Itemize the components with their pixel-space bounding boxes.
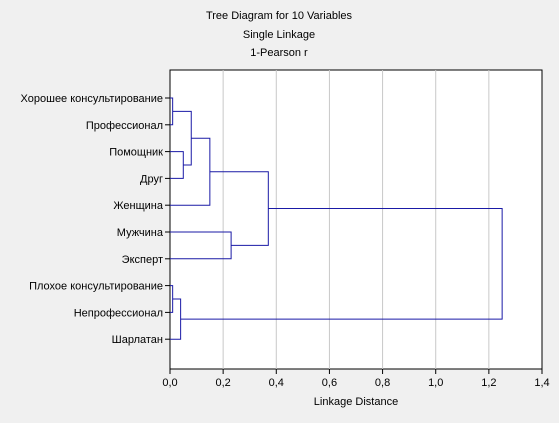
dendrogram-link — [180, 208, 503, 320]
x-tick-label: 0,6 — [322, 377, 337, 389]
plot-frame — [169, 69, 543, 370]
x-tick-label: 1,2 — [481, 377, 496, 389]
dendrogram-link — [170, 137, 211, 206]
leaf-label: Шарлатан — [112, 334, 163, 346]
dendrogram-link — [170, 97, 174, 126]
x-tick-label: 0,0 — [162, 377, 177, 389]
dendrogram-link — [172, 110, 192, 166]
leaf-label: Женщина — [113, 200, 163, 212]
x-tick-label: 0,2 — [215, 377, 230, 389]
x-tick-label: 1,4 — [534, 377, 549, 389]
chart-title: Tree Diagram for 10 Variables — [206, 10, 353, 22]
x-tick-label: 0,4 — [269, 377, 284, 389]
dendrogram-link — [170, 231, 232, 260]
dendrogram-link — [209, 171, 269, 246]
x-tick-label: 0,8 — [375, 377, 390, 389]
leaf-label: Непрофессионал — [74, 307, 163, 319]
leaf-label: Хорошее консультирование — [21, 93, 163, 105]
leaf-label: Эксперт — [122, 254, 163, 266]
dendrogram-link — [170, 285, 174, 313]
chart-subtitle-line-1: Single Linkage — [243, 29, 315, 41]
leaf-label: Плохое консультирование — [29, 281, 163, 293]
x-axis-label: Linkage Distance — [314, 396, 398, 408]
x-tick-label: 1,0 — [428, 377, 443, 389]
leaf-label: Помощник — [109, 147, 163, 159]
leaf-label: Профессионал — [86, 120, 163, 132]
chart-subtitle-line-2: 1-Pearson r — [250, 47, 308, 59]
leaf-label: Мужчина — [117, 227, 164, 239]
plot-area: 0,0 0,2 0,4 0,6 0,8 1,0 1,2 1,4 Хорошее консульт… — [21, 69, 550, 389]
leaf-label: Друг — [140, 173, 163, 185]
